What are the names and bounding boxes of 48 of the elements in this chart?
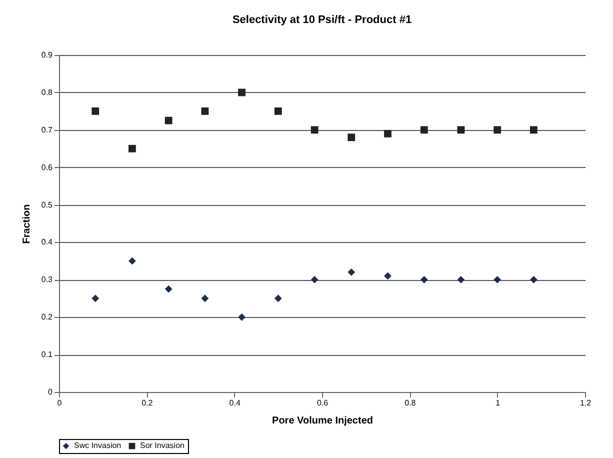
point	[310, 276, 318, 284]
x-tick-label: 0.8	[404, 398, 416, 408]
point	[164, 116, 172, 124]
x-tick-label: 0.6	[316, 398, 329, 408]
y-tick-label: 0	[48, 388, 54, 396]
point	[494, 276, 502, 284]
x-tick-label: 1	[496, 398, 501, 408]
point	[201, 107, 209, 115]
point	[164, 285, 172, 293]
point	[92, 107, 100, 115]
x-tick-label: 0	[57, 398, 62, 408]
point	[128, 257, 136, 265]
point	[530, 276, 538, 284]
y-tick-label: 0.6	[41, 162, 54, 172]
point	[384, 272, 392, 280]
y-tick-label: 0.7	[41, 125, 54, 134]
y-axis-title: Fraction	[21, 204, 32, 244]
point	[128, 144, 136, 152]
point	[420, 126, 428, 134]
x-tick-label: 0.2	[142, 398, 154, 408]
point	[420, 276, 428, 284]
point	[457, 276, 465, 284]
chart-title: Selectivity at 10 Psi/ft - Product #1	[232, 14, 412, 26]
x-axis-title: Pore Volume Injected	[272, 416, 373, 426]
y-tick-label: 0.9	[41, 50, 54, 60]
point	[274, 294, 282, 302]
point	[348, 268, 356, 276]
y-tick-label: 0.8	[41, 88, 54, 97]
y-tick-label: 0.4	[41, 238, 54, 247]
point	[238, 88, 246, 96]
legend-label: Swc Invasion	[74, 441, 122, 450]
point	[238, 313, 246, 321]
y-tick-label: 0.1	[41, 350, 54, 360]
legend-label: Sor Invasion	[140, 441, 184, 450]
point	[530, 126, 538, 134]
x-tick-label: 1.2	[580, 398, 592, 408]
point	[457, 126, 465, 134]
y-tick-label: 0.5	[41, 200, 54, 210]
point	[92, 294, 100, 302]
point	[201, 294, 209, 302]
y-tick-label: 0.3	[41, 275, 54, 284]
x-tick-label: 0.4	[229, 398, 241, 408]
y-tick-label: 0.2	[41, 312, 54, 322]
point	[384, 130, 392, 138]
point	[310, 126, 318, 134]
point	[274, 107, 282, 115]
point	[494, 126, 502, 134]
point	[348, 134, 356, 142]
